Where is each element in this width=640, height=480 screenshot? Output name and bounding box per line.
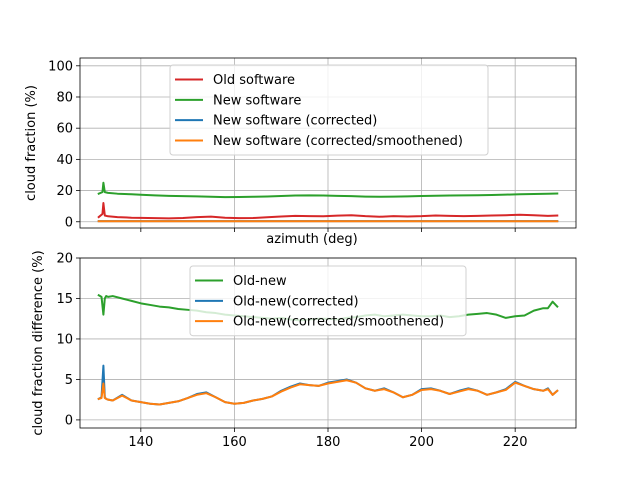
bottom-chart-ytick-label-15: 15 bbox=[56, 292, 73, 307]
top-chart-ylabel: cloud fraction (%) bbox=[24, 85, 39, 201]
top-chart-ytick-label-40: 40 bbox=[56, 153, 73, 168]
top-chart-legend-label-1: New software bbox=[213, 93, 301, 108]
bottom-chart-xtick-label-140: 140 bbox=[128, 435, 153, 450]
top-chart-ytick-label-0: 0 bbox=[65, 215, 73, 230]
bottom-chart-legend-label-0: Old-new bbox=[233, 274, 287, 289]
top-chart: 0 20 40 60 80 100 azimuth (deg) cloud fractio… bbox=[24, 57, 577, 247]
bottom-chart-ytick-label-0: 0 bbox=[65, 413, 73, 428]
bottom-chart-ytick-label-10: 10 bbox=[56, 332, 73, 347]
top-chart-xlabel: azimuth (deg) bbox=[266, 232, 357, 247]
top-chart-legend: Old software New software New software (co… bbox=[169, 64, 489, 156]
top-chart-legend-label-0: Old software bbox=[213, 73, 295, 88]
top-chart-legend-label-2: New software (corrected) bbox=[213, 114, 377, 129]
bottom-chart-legend-label-1: Old-new(corrected) bbox=[233, 294, 359, 309]
bottom-chart-ticks: 140 160 180 200 220 0 5 10 15 20 bbox=[56, 252, 527, 451]
top-chart-legend-label-3: New software (corrected/smoothened) bbox=[213, 134, 463, 149]
bottom-chart-ytick-label-5: 5 bbox=[65, 373, 73, 388]
bottom-chart: 140 160 180 200 220 0 5 10 15 20 cloud fraction d… bbox=[31, 250, 577, 451]
bottom-chart-xtick-label-220: 220 bbox=[503, 435, 528, 450]
bottom-chart-series-2-line bbox=[97, 379, 559, 406]
bottom-chart-xtick-label-180: 180 bbox=[316, 435, 341, 450]
top-chart-ticks: 0 20 40 60 80 100 bbox=[48, 59, 516, 232]
bottom-chart-legend: Old-new Old-new(corrected) Old-new(correct… bbox=[189, 265, 467, 337]
top-chart-series-1-line bbox=[97, 181, 559, 199]
top-chart-ytick-label-60: 60 bbox=[56, 122, 73, 137]
bottom-chart-legend-label-2: Old-new(corrected/smoothened) bbox=[233, 315, 444, 330]
bottom-chart-legend-box bbox=[189, 265, 467, 337]
top-chart-ytick-label-100: 100 bbox=[48, 59, 73, 74]
top-chart-ytick-label-80: 80 bbox=[56, 90, 73, 105]
top-chart-ytick-label-20: 20 bbox=[56, 184, 73, 199]
bottom-chart-ylabel: cloud fraction difference (%) bbox=[31, 250, 46, 435]
top-chart-series bbox=[97, 181, 559, 223]
bottom-chart-xtick-label-160: 160 bbox=[222, 435, 247, 450]
bottom-chart-xtick-label-200: 200 bbox=[409, 435, 434, 450]
top-chart-series-0-line bbox=[97, 202, 559, 220]
bottom-chart-ytick-label-20: 20 bbox=[56, 252, 73, 267]
top-chart-legend-box bbox=[169, 64, 489, 156]
